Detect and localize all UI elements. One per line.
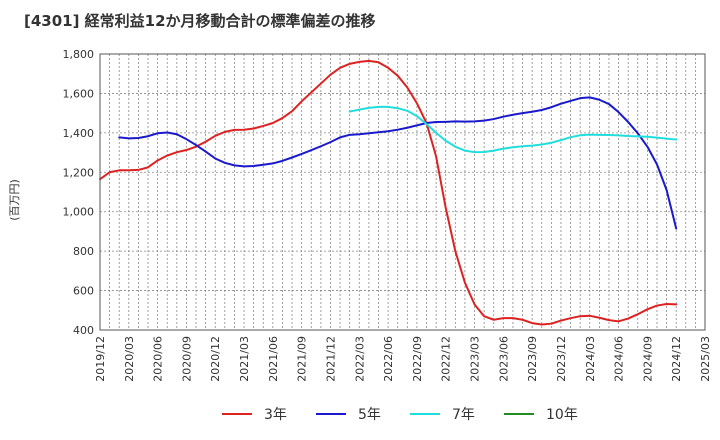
x-tick-label: 2021/03 — [238, 336, 251, 382]
y-tick-label: 1,200 — [63, 166, 95, 179]
series-line-2 — [118, 96, 678, 230]
x-tick-label: 2021/06 — [267, 336, 280, 382]
x-tick-label: 2019/12 — [94, 336, 107, 382]
x-tick-label: 2022/09 — [411, 336, 424, 382]
x-tick-label: 2024/12 — [670, 336, 683, 382]
chart-title: [4301] 経常利益12か月移動合計の標準偏差の推移 — [24, 12, 376, 30]
legend-label: 3年 — [264, 407, 287, 423]
series-line-1 — [99, 59, 678, 326]
y-tick-label: 400 — [73, 324, 94, 337]
x-tick-label: 2020/09 — [180, 336, 193, 382]
x-tick-label: 2021/12 — [324, 336, 337, 382]
x-tick-label: 2023/12 — [555, 336, 568, 382]
legend-label: 5年 — [358, 407, 381, 423]
y-tick-label: 1,800 — [63, 48, 95, 61]
x-tick-label: 2022/12 — [440, 336, 453, 382]
x-tick-label: 2020/03 — [123, 336, 136, 382]
legend: 3年 5年 7年 10年 — [222, 407, 578, 423]
y-tick-label: 600 — [73, 285, 94, 298]
legend-label: 7年 — [452, 407, 475, 423]
x-tick-label: 2024/06 — [613, 336, 626, 382]
legend-label: 10年 — [546, 407, 578, 423]
x-tick-label: 2020/12 — [209, 336, 222, 382]
y-tick-label: 1,600 — [63, 87, 95, 100]
grid — [100, 53, 705, 331]
y-axis-title: (百万円) — [8, 179, 21, 221]
x-tick-label: 2022/03 — [353, 336, 366, 382]
x-tick-label: 2020/06 — [152, 336, 165, 382]
x-tick-label: 2023/06 — [497, 336, 510, 382]
x-tick-label: 2023/09 — [526, 336, 539, 382]
x-tick-label: 2022/06 — [382, 336, 395, 382]
y-tick-label: 800 — [73, 245, 94, 258]
x-tick-label: 2024/03 — [584, 336, 597, 382]
y-axis-ticks: 400 600 800 1,000 1,200 1,400 1,600 1,800 — [63, 48, 95, 337]
x-tick-label: 2023/03 — [469, 336, 482, 382]
x-tick-label: 2021/09 — [296, 336, 309, 382]
x-tick-label: 2025/03 — [699, 336, 712, 382]
x-axis-ticks: 2019/12 2020/03 2020/06 2020/09 2020/12 2021/… — [94, 336, 712, 382]
series-lines — [99, 59, 678, 326]
plot-area-frame — [99, 53, 706, 331]
y-tick-label: 1,400 — [63, 127, 95, 140]
y-tick-label: 1,000 — [63, 206, 95, 219]
x-tick-label: 2024/09 — [641, 336, 654, 382]
series-line-3 — [348, 105, 678, 154]
